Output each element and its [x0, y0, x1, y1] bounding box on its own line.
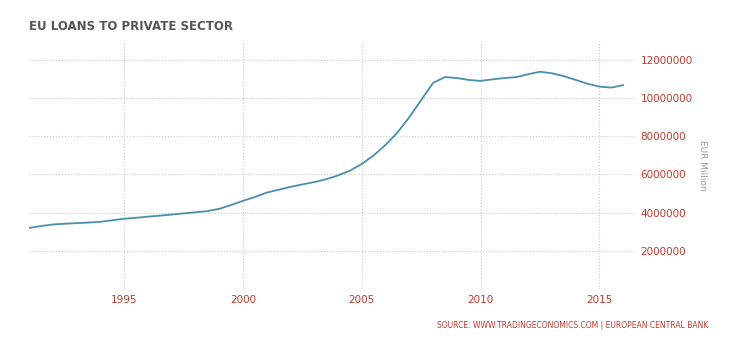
Y-axis label: EUR Million: EUR Million: [698, 139, 707, 190]
Text: SOURCE: WWW.TRADINGECONOMICS.COM | EUROPEAN CENTRAL BANK: SOURCE: WWW.TRADINGECONOMICS.COM | EUROP…: [437, 321, 708, 330]
Text: EU LOANS TO PRIVATE SECTOR: EU LOANS TO PRIVATE SECTOR: [29, 20, 233, 33]
